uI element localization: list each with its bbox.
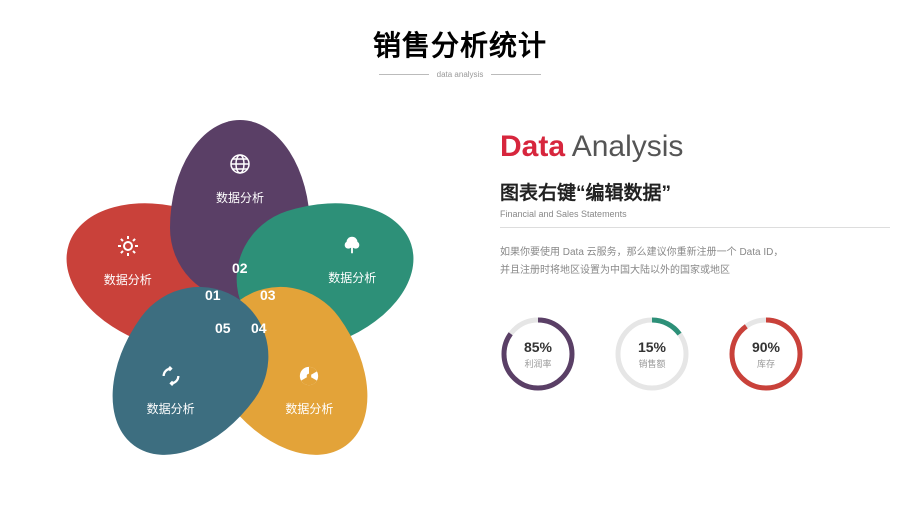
header: 销售分析统计 data analysis — [0, 0, 920, 79]
desc-line-2: 并且注册时将地区设置为中国大陆以外的国家或地区 — [500, 262, 890, 280]
cycle-icon — [160, 365, 182, 392]
subtitle-small: data analysis — [437, 70, 484, 79]
data-analysis-title: Data Analysis — [500, 130, 890, 164]
gauge-percent: 15% — [638, 339, 666, 355]
gauge-label: 销售额 — [638, 357, 665, 370]
radiation-icon — [298, 365, 320, 392]
title-suffix: Analysis — [565, 130, 683, 163]
petal-content-01: 数据分析 — [88, 234, 168, 288]
petal-number-04: 04 — [251, 320, 267, 336]
gauge-percent: 90% — [752, 339, 780, 355]
gauge-库存: 90% 库存 — [728, 316, 804, 392]
petal-content-04: 数据分析 — [269, 365, 349, 417]
globe-icon — [228, 152, 252, 181]
gear-icon — [116, 234, 140, 263]
data-subtitle: 图表右键“编辑数据” — [500, 178, 890, 205]
petal-number-02: 02 — [232, 260, 248, 276]
gauge-label: 库存 — [757, 357, 775, 370]
main-content: 数据分析数据分析数据分析数据分析数据分析0102030405 Data Anal… — [0, 100, 920, 500]
gauges-row: 85% 利润率 15% 销售额 90% 库存 — [500, 316, 890, 392]
petal-label: 数据分析 — [328, 269, 376, 286]
petal-number-05: 05 — [215, 320, 231, 336]
page-title: 销售分析统计 — [0, 24, 920, 64]
gauge-利润率: 85% 利润率 — [500, 316, 576, 392]
petal-number-01: 01 — [205, 287, 221, 303]
petal-number-03: 03 — [260, 287, 276, 303]
gauge-销售额: 15% 销售额 — [614, 316, 690, 392]
petal-label: 数据分析 — [216, 189, 264, 206]
title-underline: data analysis — [0, 70, 920, 79]
petal-label: 数据分析 — [285, 400, 333, 417]
divider-line — [379, 74, 429, 75]
description: 如果你要使用 Data 云服务，那么建议你重新注册一个 Data ID， 并且注… — [500, 244, 890, 280]
petal-content-03: 数据分析 — [312, 234, 392, 286]
desc-line-1: 如果你要使用 Data 云服务，那么建议你重新注册一个 Data ID， — [500, 244, 890, 262]
data-subtitle-en: Financial and Sales Statements — [500, 209, 890, 228]
right-panel: Data Analysis 图表右键“编辑数据” Financial and S… — [500, 130, 890, 392]
petal-content-02: 数据分析 — [200, 152, 280, 206]
petal-label: 数据分析 — [147, 400, 195, 417]
tree-icon — [341, 234, 363, 261]
gauge-label: 利润率 — [524, 357, 551, 370]
title-prefix: Data — [500, 130, 565, 163]
gauge-percent: 85% — [524, 339, 552, 355]
flower-diagram: 数据分析数据分析数据分析数据分析数据分析0102030405 — [60, 120, 420, 480]
petal-label: 数据分析 — [104, 271, 152, 288]
divider-line — [491, 74, 541, 75]
petal-content-05: 数据分析 — [131, 365, 211, 417]
